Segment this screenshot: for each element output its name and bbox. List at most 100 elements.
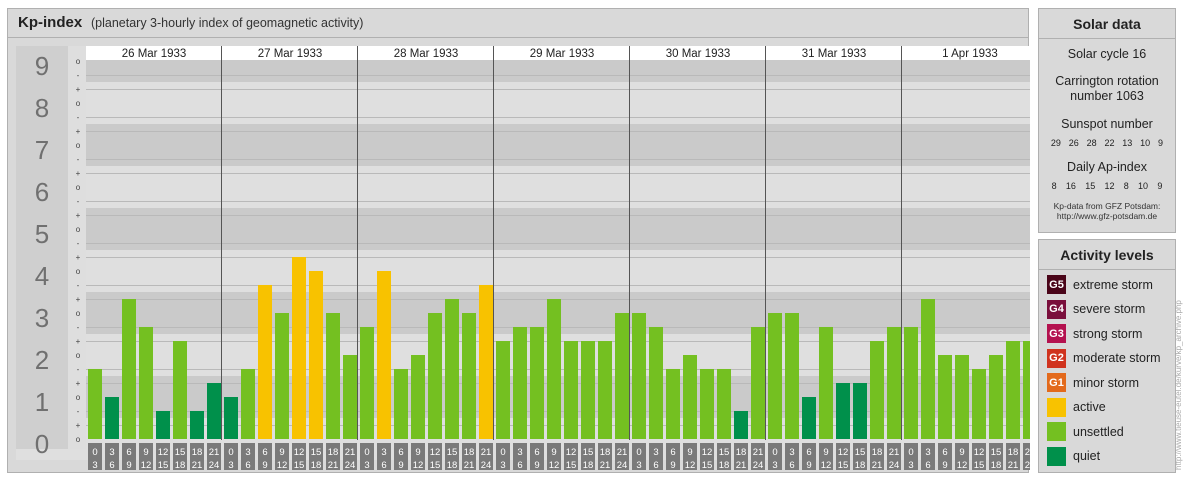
minor-tick-label: - [77,365,80,374]
hour-label: 24 [345,460,356,470]
chart-title: Kp-index [18,14,83,31]
hour-box [581,443,595,470]
kp-bar [751,326,765,439]
hour-label: 24 [1025,460,1030,470]
minor-tick-label: - [77,407,80,416]
sunspot-value: 9 [1157,138,1163,148]
hour-label: 18 [328,447,339,458]
hour-box [734,443,748,470]
hour-box [666,443,680,470]
kp-bar [598,341,612,439]
day-label: 29 Mar 1933 [530,48,595,60]
hour-label: 12 [957,460,968,470]
hour-label: 3 [245,447,250,458]
unsettled-swatch [1047,422,1066,441]
kp-bar [802,397,816,439]
kp-bar [105,397,119,439]
hour-label: 9 [687,447,692,458]
hour-label: 9 [823,447,828,458]
hour-label: 9 [942,460,947,470]
kp-bar [207,383,221,439]
minor-tick-label: o [76,309,81,318]
source-link[interactable]: http://www.gfz-potsdam.de [1056,211,1158,221]
legend-label: severe storm [1073,302,1146,316]
day-label: 26 Mar 1933 [122,48,187,60]
hour-label: 9 [279,447,284,458]
hour-label: 3 [636,460,641,470]
hour-label: 9 [415,447,420,458]
hour-box [802,443,816,470]
hour-box [275,443,289,470]
hour-label: 12 [158,447,169,458]
ap-value: 8 [1051,181,1057,191]
hour-label: 9 [143,447,148,458]
kp-bar [530,326,544,439]
solar-data-title: Solar data [1039,9,1175,39]
hour-box [632,443,646,470]
legend-label: minor storm [1073,375,1139,390]
title-bar: Kp-index (planetary 3-hourly index of ge… [8,9,1028,38]
y-tick-label: 0 [35,429,49,459]
hour-label: 15 [855,447,866,458]
hour-label: 6 [126,447,131,458]
hour-label: 6 [398,447,403,458]
kp-bar [275,313,289,439]
ap-numbers: 8 16 15 12 8 10 9 [1047,181,1167,191]
kp-bar [292,257,306,439]
hour-label: 15 [974,460,985,470]
minor-tick-label: + [76,379,81,388]
carrington-line-1: Carrington rotation [1055,74,1159,88]
hour-box [853,443,867,470]
hour-label: 24 [481,460,492,470]
hour-label: 6 [925,460,930,470]
hour-box [241,443,255,470]
hour-label: 24 [617,460,628,470]
hour-box [1006,443,1020,470]
watermark: http://www.tieuse-eutel.de/kurve/kp_arch… [1174,300,1183,470]
hour-label: 18 [192,447,203,458]
day-label: 1 Apr 1933 [942,48,998,60]
hour-label: 3 [653,447,658,458]
kp-bar [258,284,272,439]
hour-box [207,443,221,470]
hour-label: 18 [855,460,866,470]
minor-tick-label: - [77,197,80,206]
hour-label: 6 [806,447,811,458]
legend-item-g4: G4 severe storm [1047,299,1146,319]
hour-box [1023,443,1030,470]
ap-value: 16 [1065,181,1076,191]
hour-label: 3 [772,460,777,470]
ap-value: 8 [1123,181,1129,191]
minor-tick-label: + [76,253,81,262]
hour-box [224,443,238,470]
ap-value: 10 [1138,181,1149,191]
hour-label: 12 [277,460,288,470]
hour-box [972,443,986,470]
hour-label: 3 [109,447,114,458]
active-swatch [1047,397,1066,417]
legend-item-g3: G3 strong storm [1047,324,1142,343]
kp-bar [241,368,255,439]
kp-bar [156,410,170,439]
hour-box [326,443,340,470]
hour-label: 21 [328,460,339,470]
hour-label: 6 [109,460,114,470]
hour-label: 6 [653,460,658,470]
minor-tick-label: o [76,225,81,234]
y-tick-label: 3 [35,303,49,333]
hour-label: 12 [549,460,560,470]
hour-label: 0 [228,447,233,458]
kp-bar [853,383,867,439]
kp-bar [1006,341,1020,439]
minor-tick-label: + [76,85,81,94]
legend-label: quiet [1073,449,1101,463]
legend-item-g2: G2 moderate storm [1047,348,1161,368]
hour-label: 6 [517,460,522,470]
hour-label: 9 [806,460,811,470]
legend-item-unsettled: unsettled [1047,422,1124,441]
hour-label: 18 [719,460,730,470]
hour-label: 3 [381,447,386,458]
minor-tick-label: - [77,281,80,290]
hour-label: 15 [566,460,577,470]
quiet-swatch [1047,446,1066,466]
